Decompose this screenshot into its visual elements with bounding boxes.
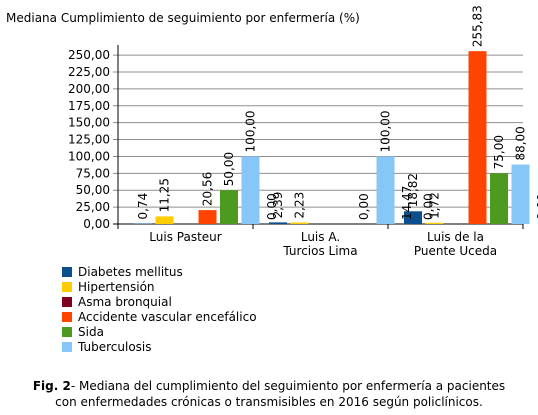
data-label: 75,00 — [492, 135, 506, 169]
legend-item: Tuberculosis — [62, 339, 257, 354]
data-label: 1,72 — [428, 192, 442, 219]
legend-item: Asma bronquial — [62, 294, 257, 309]
legend-label: Tuberculosis — [78, 339, 152, 354]
bar — [404, 211, 422, 224]
legend-swatch — [62, 296, 72, 307]
data-label: 0,00 — [422, 193, 436, 220]
legend-swatch — [62, 326, 72, 337]
x-category-label: Luis A. — [301, 230, 340, 244]
y-tick-label: 50,00 — [76, 183, 110, 197]
y-tick-label: 25,00 — [76, 200, 110, 214]
figure-caption: Fig. 2- Mediana del cumplimiento del seg… — [0, 378, 538, 410]
bar — [511, 164, 530, 224]
caption-label: Fig. 2 — [32, 379, 71, 393]
bar — [376, 156, 395, 224]
legend-label: Diabetes mellitus — [78, 264, 183, 279]
data-label: 100,00 — [379, 110, 393, 152]
bar — [220, 190, 238, 224]
bar — [269, 222, 287, 224]
y-tick-label: 150,00 — [68, 116, 110, 130]
data-label: 0,00 — [535, 193, 538, 220]
bar — [490, 173, 508, 224]
data-label: 2,23 — [293, 192, 307, 219]
data-label: 100,00 — [244, 110, 258, 152]
x-category-label: Luis Pasteur — [149, 230, 221, 244]
bar — [468, 51, 487, 225]
data-label: 0,00 — [265, 193, 279, 220]
legend-swatch — [62, 266, 72, 277]
data-label: 14,47 — [400, 186, 414, 220]
data-label: 11,25 — [158, 178, 172, 212]
legend-item: Hipertensión — [62, 279, 257, 294]
legend-item: Accidente vascular encefálico — [62, 309, 257, 324]
bar — [198, 210, 217, 224]
y-tick-label: 0,00 — [83, 217, 110, 231]
y-tick-label: 200,00 — [68, 82, 110, 96]
bar — [155, 216, 174, 224]
bar — [290, 222, 309, 224]
x-category-label: Luis de la — [427, 230, 484, 244]
y-tick-label: 125,00 — [68, 133, 110, 147]
data-label: 0,00 — [357, 193, 371, 220]
legend-swatch — [62, 341, 72, 352]
legend-label: Asma bronquial — [78, 294, 172, 309]
legend-item: Sida — [62, 324, 257, 339]
legend-swatch — [62, 311, 72, 322]
bar — [425, 222, 444, 224]
data-label: 0,74 — [136, 193, 150, 220]
caption-line-2: con enfermedades crónicas o transmisible… — [55, 395, 483, 409]
data-label: 50,00 — [222, 152, 236, 186]
y-tick-label: 75,00 — [76, 166, 110, 180]
data-label: 20,56 — [201, 172, 215, 206]
chart-title: Mediana Cumplimiento de seguimiento por … — [6, 11, 360, 25]
data-label: 255,83 — [471, 5, 485, 47]
data-label: 2,39 — [271, 192, 285, 219]
y-tick-label: 100,00 — [68, 149, 110, 163]
x-category-label: Turcios Lima — [282, 244, 357, 258]
caption-line-1: - Mediana del cumplimiento del seguimien… — [70, 379, 506, 393]
bar — [241, 156, 260, 224]
legend-item: Diabetes mellitus — [62, 264, 257, 279]
y-tick-label: 225,00 — [68, 65, 110, 79]
legend-label: Sida — [78, 324, 104, 339]
legend-swatch — [62, 281, 72, 292]
y-tick-label: 175,00 — [68, 99, 110, 113]
chart-legend: Diabetes mellitus Hipertensión Asma bronqu… — [62, 264, 257, 354]
legend-label: Hipertensión — [78, 279, 155, 294]
y-tick-label: 250,00 — [68, 48, 110, 62]
data-label: 88,00 — [514, 126, 528, 160]
x-category-label: Puente Uceda — [414, 244, 497, 258]
data-label: 18,82 — [406, 173, 420, 207]
legend-label: Accidente vascular encefálico — [78, 309, 257, 324]
bar-chart: 0,00 25,00 50,00 75,00 100,00 125,00 150,00 175… — [68, 5, 538, 258]
